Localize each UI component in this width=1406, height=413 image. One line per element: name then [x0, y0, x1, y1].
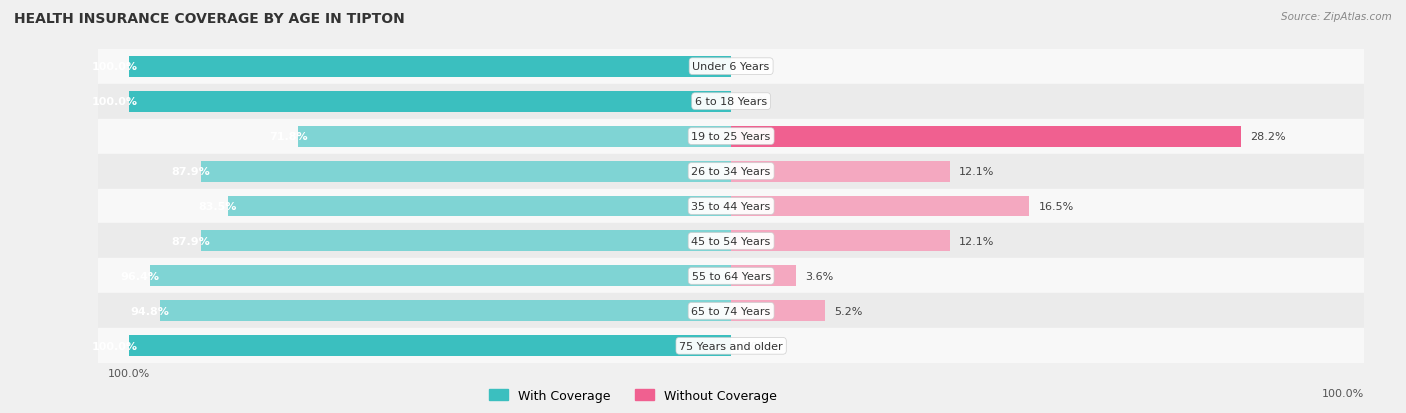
- Legend: With Coverage, Without Coverage: With Coverage, Without Coverage: [484, 384, 782, 407]
- Text: 19 to 25 Years: 19 to 25 Years: [692, 132, 770, 142]
- Text: 45 to 54 Years: 45 to 54 Years: [692, 236, 770, 247]
- Text: 12.1%: 12.1%: [959, 236, 994, 247]
- Text: Source: ZipAtlas.com: Source: ZipAtlas.com: [1281, 12, 1392, 22]
- Bar: [731, 161, 950, 182]
- Bar: [731, 231, 950, 252]
- Bar: [98, 154, 731, 189]
- Text: 55 to 64 Years: 55 to 64 Years: [692, 271, 770, 281]
- Bar: [731, 154, 1364, 189]
- Bar: [160, 301, 731, 322]
- Text: 65 to 74 Years: 65 to 74 Years: [692, 306, 770, 316]
- Text: 3.6%: 3.6%: [806, 271, 834, 281]
- Text: 28.2%: 28.2%: [1250, 132, 1285, 142]
- Text: 0.0%: 0.0%: [740, 97, 769, 107]
- Text: Under 6 Years: Under 6 Years: [693, 62, 769, 72]
- Bar: [731, 50, 1364, 84]
- Text: 96.4%: 96.4%: [121, 271, 159, 281]
- Text: 83.5%: 83.5%: [198, 202, 238, 211]
- Text: 100.0%: 100.0%: [91, 341, 138, 351]
- Bar: [731, 196, 1029, 217]
- Bar: [98, 259, 731, 294]
- Bar: [98, 329, 731, 363]
- Bar: [128, 335, 731, 356]
- Bar: [128, 57, 731, 78]
- Text: 87.9%: 87.9%: [172, 166, 211, 177]
- Bar: [731, 266, 796, 287]
- Bar: [731, 301, 825, 322]
- Bar: [731, 259, 1364, 294]
- Text: HEALTH INSURANCE COVERAGE BY AGE IN TIPTON: HEALTH INSURANCE COVERAGE BY AGE IN TIPT…: [14, 12, 405, 26]
- Bar: [731, 84, 1364, 119]
- Bar: [98, 119, 731, 154]
- Bar: [98, 294, 731, 329]
- Bar: [98, 84, 731, 119]
- Bar: [731, 189, 1364, 224]
- Bar: [150, 266, 731, 287]
- Bar: [731, 294, 1364, 329]
- Bar: [298, 126, 731, 147]
- Bar: [201, 231, 731, 252]
- Text: 75 Years and older: 75 Years and older: [679, 341, 783, 351]
- Bar: [201, 161, 731, 182]
- Text: 35 to 44 Years: 35 to 44 Years: [692, 202, 770, 211]
- Bar: [731, 119, 1364, 154]
- Text: 26 to 34 Years: 26 to 34 Years: [692, 166, 770, 177]
- Text: 100.0%: 100.0%: [1322, 388, 1364, 398]
- Text: 71.8%: 71.8%: [269, 132, 308, 142]
- Text: 100.0%: 100.0%: [91, 97, 138, 107]
- Bar: [98, 224, 731, 259]
- Text: 100.0%: 100.0%: [91, 62, 138, 72]
- Text: 12.1%: 12.1%: [959, 166, 994, 177]
- Text: 0.0%: 0.0%: [740, 62, 769, 72]
- Text: 94.8%: 94.8%: [129, 306, 169, 316]
- Bar: [731, 224, 1364, 259]
- Bar: [98, 189, 731, 224]
- Text: 0.0%: 0.0%: [740, 341, 769, 351]
- Bar: [731, 329, 1364, 363]
- Bar: [228, 196, 731, 217]
- Text: 6 to 18 Years: 6 to 18 Years: [695, 97, 768, 107]
- Text: 16.5%: 16.5%: [1039, 202, 1074, 211]
- Text: 87.9%: 87.9%: [172, 236, 211, 247]
- Text: 5.2%: 5.2%: [834, 306, 862, 316]
- Bar: [128, 91, 731, 112]
- Bar: [98, 50, 731, 84]
- Bar: [731, 126, 1241, 147]
